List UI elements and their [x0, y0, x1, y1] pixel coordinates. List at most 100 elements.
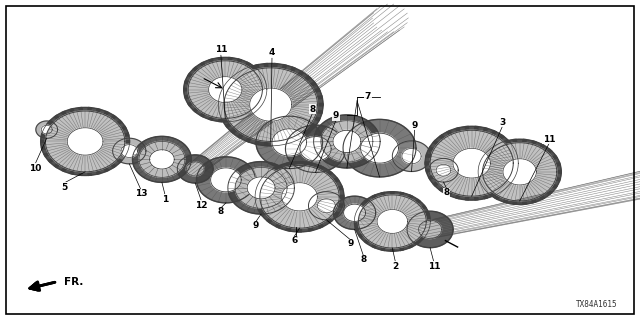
Polygon shape — [488, 149, 493, 154]
Polygon shape — [447, 131, 452, 135]
Polygon shape — [200, 62, 205, 67]
Polygon shape — [298, 162, 301, 165]
Polygon shape — [282, 183, 317, 211]
Text: 11: 11 — [543, 135, 556, 144]
Polygon shape — [36, 121, 58, 138]
Polygon shape — [231, 76, 237, 81]
Polygon shape — [286, 227, 291, 231]
Polygon shape — [272, 129, 307, 156]
Polygon shape — [314, 115, 380, 168]
Polygon shape — [228, 118, 232, 122]
Polygon shape — [282, 65, 287, 69]
Polygon shape — [453, 148, 490, 178]
Polygon shape — [237, 116, 242, 120]
Polygon shape — [358, 195, 426, 248]
Polygon shape — [483, 128, 488, 132]
Polygon shape — [276, 166, 281, 170]
Polygon shape — [286, 163, 291, 167]
Polygon shape — [245, 62, 250, 67]
Polygon shape — [531, 141, 536, 145]
Polygon shape — [104, 111, 109, 116]
Polygon shape — [41, 140, 45, 143]
Polygon shape — [358, 205, 364, 209]
Polygon shape — [113, 138, 146, 164]
Polygon shape — [246, 137, 252, 142]
Polygon shape — [235, 167, 287, 208]
Polygon shape — [188, 61, 262, 118]
Text: 12: 12 — [195, 201, 208, 210]
Polygon shape — [415, 239, 420, 244]
Polygon shape — [45, 111, 125, 172]
Polygon shape — [355, 192, 430, 251]
Polygon shape — [79, 172, 83, 175]
Text: 4: 4 — [269, 48, 275, 57]
Polygon shape — [333, 196, 376, 229]
Polygon shape — [512, 169, 518, 172]
Polygon shape — [478, 171, 483, 173]
Polygon shape — [425, 227, 429, 230]
Polygon shape — [247, 177, 275, 199]
Polygon shape — [260, 211, 266, 216]
Polygon shape — [364, 239, 369, 244]
Polygon shape — [184, 88, 188, 91]
Polygon shape — [337, 186, 343, 190]
Polygon shape — [219, 96, 225, 99]
Polygon shape — [111, 115, 116, 120]
Polygon shape — [88, 108, 92, 111]
Text: 5: 5 — [61, 183, 67, 192]
Polygon shape — [298, 71, 303, 76]
Text: 2: 2 — [392, 262, 399, 271]
Polygon shape — [333, 130, 361, 153]
Polygon shape — [255, 65, 259, 69]
Polygon shape — [425, 162, 430, 164]
Polygon shape — [225, 123, 232, 127]
Polygon shape — [503, 199, 508, 203]
Polygon shape — [428, 147, 435, 151]
Polygon shape — [70, 170, 74, 174]
Text: FR.: FR. — [64, 277, 83, 287]
Polygon shape — [503, 141, 508, 145]
Polygon shape — [304, 76, 310, 81]
Polygon shape — [285, 125, 346, 172]
Polygon shape — [184, 95, 189, 99]
Polygon shape — [262, 88, 267, 91]
Polygon shape — [124, 133, 129, 136]
Polygon shape — [256, 116, 323, 169]
Polygon shape — [531, 199, 536, 203]
Polygon shape — [318, 166, 323, 170]
Polygon shape — [513, 201, 516, 204]
Polygon shape — [407, 211, 453, 248]
Polygon shape — [474, 126, 478, 131]
Polygon shape — [360, 133, 399, 163]
Polygon shape — [499, 135, 504, 140]
Polygon shape — [276, 223, 281, 228]
Polygon shape — [196, 157, 255, 203]
Polygon shape — [42, 125, 52, 134]
Polygon shape — [430, 130, 513, 196]
Polygon shape — [318, 223, 323, 228]
Text: 1: 1 — [162, 195, 168, 204]
Text: 8: 8 — [309, 105, 316, 114]
Polygon shape — [392, 141, 431, 172]
Polygon shape — [499, 187, 504, 192]
Polygon shape — [381, 192, 385, 196]
Polygon shape — [116, 120, 122, 124]
Polygon shape — [364, 199, 369, 204]
Polygon shape — [355, 220, 358, 223]
Text: 3: 3 — [499, 118, 506, 127]
Polygon shape — [124, 147, 129, 150]
Polygon shape — [44, 126, 49, 130]
Polygon shape — [252, 67, 257, 71]
Polygon shape — [70, 109, 74, 113]
Polygon shape — [255, 162, 344, 232]
Polygon shape — [139, 141, 185, 177]
Polygon shape — [372, 195, 377, 199]
Polygon shape — [316, 110, 323, 114]
Polygon shape — [67, 128, 103, 155]
Polygon shape — [429, 158, 458, 182]
Polygon shape — [433, 181, 439, 186]
Polygon shape — [237, 59, 242, 63]
Polygon shape — [426, 154, 431, 157]
Polygon shape — [415, 199, 420, 204]
Text: 10: 10 — [29, 164, 42, 172]
